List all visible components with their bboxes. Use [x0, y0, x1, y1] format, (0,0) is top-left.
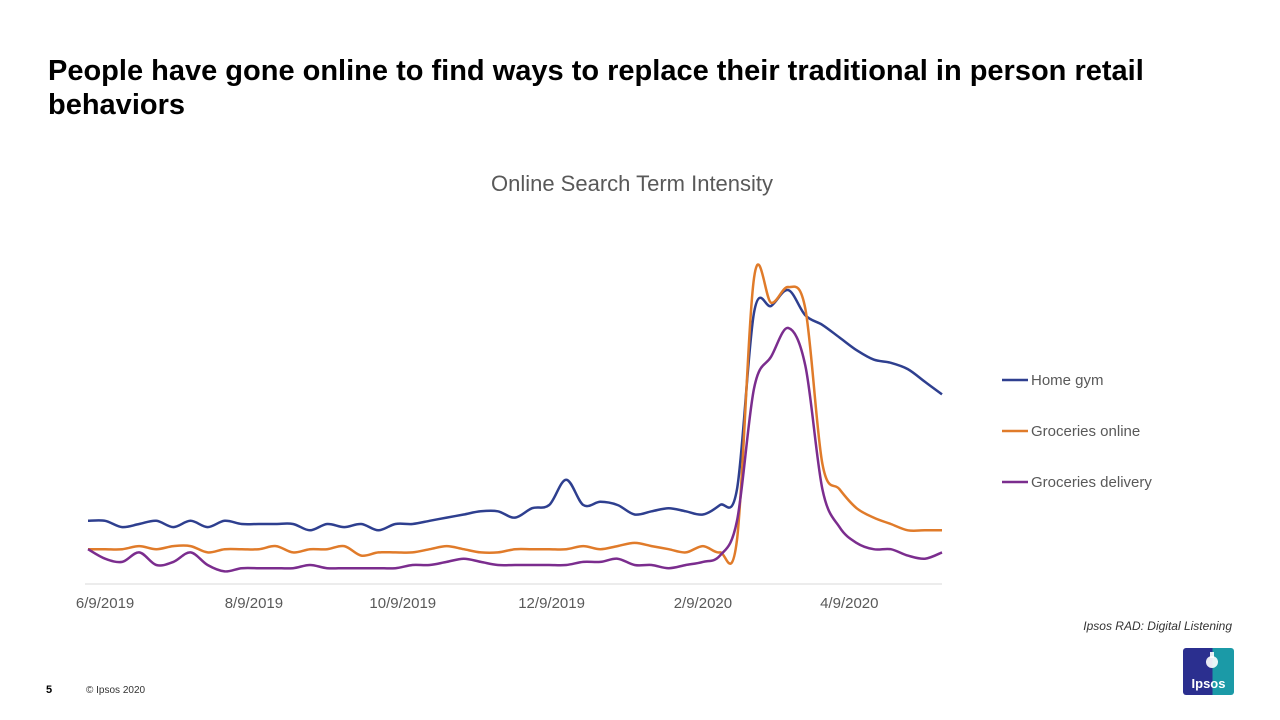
copyright-text: © Ipsos 2020: [86, 685, 146, 696]
x-tick-labels: 6/9/2019 8/9/2019 10/9/2019 12/9/2019 2/9/20…: [76, 595, 879, 612]
series-line-home-gym: [87, 288, 943, 532]
x-tick-label: 8/9/2019: [225, 595, 283, 612]
legend-item: Home gym: [1002, 372, 1104, 389]
x-tick-label: 10/9/2019: [369, 595, 436, 612]
ipsos-logo-mark-icon: [1206, 652, 1218, 668]
logo-text: Ipsos: [1191, 676, 1226, 691]
slide-title: People have gone online to find ways to …: [48, 55, 1144, 121]
legend-item: Groceries delivery: [1002, 474, 1152, 491]
series-layer: [87, 263, 943, 573]
x-tick-label: 2/9/2020: [674, 595, 732, 612]
chart-title: Online Search Term Intensity: [491, 171, 773, 196]
page-number: 5: [46, 684, 53, 696]
series-line-groceries-online: [88, 263, 942, 565]
x-tick-label: 4/9/2020: [820, 595, 878, 612]
legend-label: Groceries online: [1031, 423, 1140, 440]
legend: Home gym Groceries online Groceries delive…: [1002, 372, 1152, 491]
x-tick-label: 12/9/2019: [518, 595, 585, 612]
source-note: Ipsos RAD: Digital Listening: [1083, 619, 1232, 633]
x-tick-label: 6/9/2019: [76, 595, 134, 612]
series-line-groceries-delivery: [87, 326, 943, 573]
legend-label: Groceries delivery: [1031, 474, 1152, 491]
legend-label: Home gym: [1031, 372, 1104, 389]
legend-item: Groceries online: [1002, 423, 1140, 440]
ipsos-logo: Ipsos: [1183, 648, 1234, 695]
